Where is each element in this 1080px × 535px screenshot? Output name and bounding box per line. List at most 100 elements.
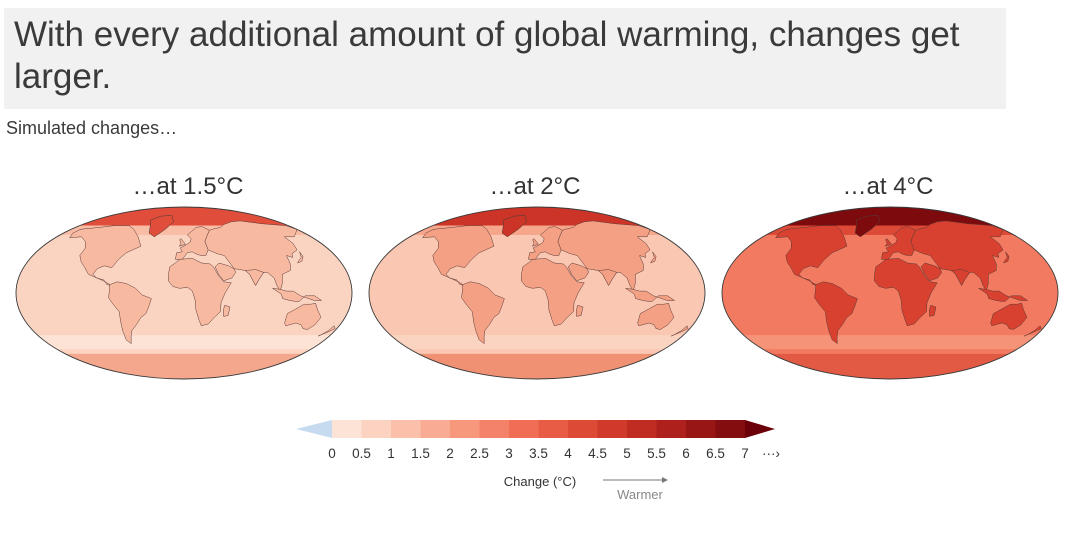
legend-tick-label: 5 <box>623 446 631 461</box>
antarctic-band <box>369 353 705 379</box>
continent-uk <box>179 238 186 247</box>
legend-overflow-arrow: ···› <box>762 446 780 461</box>
legend-tick-label: 4.5 <box>588 446 607 461</box>
continent-africa <box>874 258 938 327</box>
continent-india <box>598 269 617 286</box>
continent-india <box>245 269 264 286</box>
continent-arabia <box>214 262 236 282</box>
legend-swatch <box>420 420 451 438</box>
legend-swatch <box>509 420 540 438</box>
continent-south-america <box>461 281 505 344</box>
legend-swatch <box>479 420 510 438</box>
arctic-band <box>16 207 352 226</box>
continent-arabia <box>920 262 942 282</box>
world-map-2 <box>368 206 706 380</box>
continent-new-zealand <box>670 325 689 337</box>
continent-europe <box>175 226 210 260</box>
legend-swatch <box>391 420 422 438</box>
map-label-1-5: …at 1.5°C <box>132 173 244 200</box>
continent-madagascar <box>576 304 584 317</box>
greenland-arctic <box>148 215 174 238</box>
legend-bar <box>296 420 775 438</box>
continent-uk <box>532 238 539 247</box>
continent-africa <box>521 258 585 327</box>
legend-tick-label: 2.5 <box>470 446 489 461</box>
continent-new-zealand <box>1023 325 1042 337</box>
legend-tick-label: 6 <box>682 446 690 461</box>
subtitle: Simulated changes… <box>6 118 178 138</box>
southern-ocean-band <box>722 335 1058 350</box>
legend-ticks: 0 0.5 1 1.5 2 2.5 3 3.5 4 4.5 5 5.5 6 6.5 7 <box>328 446 749 461</box>
continent-arabia <box>567 262 589 282</box>
legend-high-arrow <box>745 420 775 438</box>
continent-india <box>951 269 970 286</box>
continent-indonesia <box>625 288 675 302</box>
legend-tick-label: 7 <box>741 446 749 461</box>
legend-low-arrow <box>296 420 332 438</box>
continent-africa <box>168 258 232 327</box>
continent-new-zealand <box>317 325 336 337</box>
map-label-2: …at 2°C <box>489 173 581 200</box>
map-label-4: …at 4°C <box>842 173 934 200</box>
subarctic-band <box>16 225 352 235</box>
legend-swatch <box>361 420 392 438</box>
greenland-arctic <box>501 215 527 238</box>
continent-europe <box>881 226 916 260</box>
continent-australia <box>637 303 675 330</box>
continent-japan <box>297 251 304 264</box>
legend-swatch <box>715 420 746 438</box>
continent-australia <box>284 303 322 330</box>
legend-swatch <box>627 420 658 438</box>
continent-madagascar <box>223 304 231 317</box>
continent-japan <box>1003 251 1010 264</box>
antarctic-band <box>722 353 1058 379</box>
legend-swatch <box>538 420 569 438</box>
legend-swatch <box>597 420 628 438</box>
legend-tick-label: 1 <box>387 446 395 461</box>
legend-tick-label: 6.5 <box>706 446 725 461</box>
southern-ocean-band <box>16 335 352 350</box>
title-banner: With every additional amount of global w… <box>4 8 1006 109</box>
continent-madagascar <box>929 304 937 317</box>
continent-south-america <box>814 281 858 344</box>
world-map-1-5 <box>15 206 353 380</box>
arctic-band <box>722 207 1058 226</box>
continent-indonesia <box>272 288 322 302</box>
legend-tick-label: 3 <box>505 446 513 461</box>
legend-swatch <box>656 420 687 438</box>
map-outline <box>368 206 706 380</box>
continent-japan <box>650 251 657 264</box>
antarctic-band <box>16 353 352 379</box>
continent-south-america <box>108 281 152 344</box>
subarctic-band <box>369 225 705 235</box>
page-title: With every additional amount of global w… <box>14 15 960 96</box>
subarctic-band <box>722 225 1058 235</box>
southern-ocean-band <box>369 335 705 350</box>
warmer-arrow-head-icon <box>662 477 668 483</box>
legend-tick-label: 4 <box>564 446 572 461</box>
legend-swatch <box>450 420 481 438</box>
legend-swatch <box>568 420 599 438</box>
legend-tick-label: 1.5 <box>411 446 430 461</box>
map-outline <box>721 206 1059 380</box>
world-map-4 <box>721 206 1059 380</box>
greenland-arctic <box>854 215 880 238</box>
arctic-band <box>369 207 705 226</box>
legend-label: Change (°C) <box>504 474 576 489</box>
legend-tick-label: 0 <box>328 446 336 461</box>
legend-swatch <box>332 420 363 438</box>
legend-tick-label: 2 <box>446 446 454 461</box>
legend-tick-label: 3.5 <box>529 446 548 461</box>
continent-north-america <box>422 225 495 286</box>
warmer-label: Warmer <box>617 487 663 502</box>
continent-north-america <box>69 225 142 286</box>
legend-tick-label: 0.5 <box>352 446 371 461</box>
continent-europe <box>528 226 563 260</box>
continent-north-america <box>775 225 848 286</box>
continent-indonesia <box>978 288 1028 302</box>
continent-australia <box>990 303 1028 330</box>
legend-tick-label: 5.5 <box>647 446 666 461</box>
color-legend: 0 0.5 1 1.5 2 2.5 3 3.5 4 4.5 5 5.5 6 6.5 7 ···› Chang… <box>296 420 780 502</box>
legend-swatch <box>686 420 717 438</box>
continent-uk <box>885 238 892 247</box>
